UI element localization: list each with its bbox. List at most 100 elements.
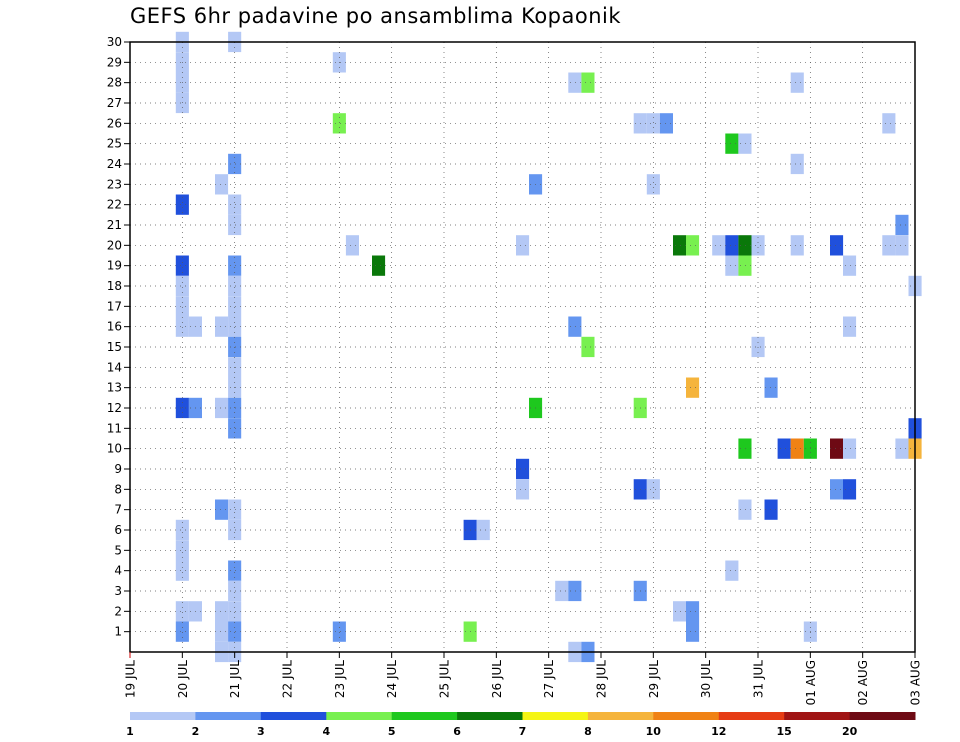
colorbar-swatch (718, 712, 785, 720)
precip-cell (516, 479, 530, 500)
precip-cell (777, 438, 791, 459)
y-tick-label: 20 (107, 238, 122, 252)
precip-cells (175, 31, 922, 663)
precip-cell (215, 601, 229, 622)
precip-cell (228, 296, 242, 317)
precip-cell (673, 601, 687, 622)
y-tick-label: 18 (107, 279, 122, 293)
precip-cell (228, 601, 242, 622)
precip-cell (228, 621, 242, 642)
precip-cell (228, 316, 242, 337)
precip-cell (790, 72, 804, 93)
precip-cell (738, 255, 752, 276)
precip-cell (228, 499, 242, 520)
precip-cell (686, 621, 700, 642)
precip-cell (228, 580, 242, 602)
y-tick-label: 19 (107, 259, 122, 273)
precip-cell (228, 336, 242, 358)
colorbar-label: 6 (453, 725, 461, 738)
colorbar-label: 10 (646, 725, 662, 738)
precip-cell (790, 438, 804, 459)
precip-cell (790, 153, 804, 175)
precip-cell (215, 621, 229, 642)
precip-cell (228, 560, 242, 581)
y-tick-label: 3 (114, 584, 122, 598)
x-tick-label: 02 AUG (856, 660, 870, 705)
precip-cell (175, 296, 189, 317)
precip-cell (843, 255, 857, 276)
precip-cell (764, 499, 778, 520)
precip-cell (686, 235, 700, 256)
chart-title: GEFS 6hr padavine po ansamblima Kopaonik (130, 4, 622, 28)
x-tick-label: 23 JUL (333, 660, 347, 698)
x-tick-label: 29 JUL (647, 660, 661, 698)
precip-cell (738, 235, 752, 256)
x-tick-label: 25 JUL (438, 660, 452, 698)
precip-cell (215, 174, 229, 195)
y-tick-label: 8 (114, 482, 122, 496)
colorbar-label: 15 (777, 725, 792, 738)
y-tick-label: 4 (114, 564, 122, 578)
colorbar-label: 5 (388, 725, 396, 738)
precip-cell (568, 72, 582, 93)
precip-cell (175, 601, 189, 622)
precip-cell (738, 438, 752, 459)
precip-cell (175, 194, 189, 215)
precip-cell (725, 133, 739, 154)
precip-cell (581, 72, 595, 93)
y-tick-label: 22 (107, 198, 122, 212)
x-tick-label: 28 JUL (595, 660, 609, 698)
colorbar-swatch (522, 712, 589, 720)
precip-cell (790, 235, 804, 256)
colorbar-swatch (130, 712, 196, 720)
precip-cell (476, 519, 490, 541)
precip-cell (830, 438, 844, 459)
plot-frame (129, 41, 916, 653)
precip-cell (228, 255, 242, 276)
colorbar-swatch (391, 712, 458, 720)
precip-cell (895, 214, 909, 236)
precip-cell (764, 377, 778, 398)
precip-cell (332, 621, 346, 642)
x-tick-label: 03 AUG (909, 660, 923, 705)
precip-cell (175, 519, 189, 541)
x-tick-label: 27 JUL (542, 660, 556, 698)
precip-cell (175, 316, 189, 337)
precip-cell (568, 580, 582, 602)
x-tick-label: 22 JUL (281, 660, 295, 698)
y-tick-label: 21 (107, 218, 122, 232)
precip-cell (712, 235, 726, 256)
precip-cell (646, 174, 660, 195)
precip-cell (175, 621, 189, 642)
colorbar-label: 2 (192, 725, 200, 738)
precip-cell (175, 275, 189, 297)
colorbar-swatch (849, 712, 916, 720)
precip-cell (843, 479, 857, 500)
precip-cell (738, 133, 752, 154)
precip-cell (228, 153, 242, 175)
colorbar-label: 8 (584, 725, 592, 738)
precip-cell (345, 235, 359, 256)
x-tick-label: 30 JUL (699, 660, 713, 698)
colorbar: 1 2 3 4 5 6 7 8 10 12 15 20 (126, 712, 916, 738)
y-tick-label: 2 (114, 604, 122, 618)
y-tick-label: 11 (107, 421, 122, 435)
precip-cell (843, 438, 857, 459)
colorbar-swatch (587, 712, 654, 720)
colorbar-label: 4 (322, 725, 330, 738)
x-axis: 19 JUL 20 JUL 21 JUL 22 JUL 23 JUL 24 JUL 25 J… (124, 652, 923, 705)
precip-cell (175, 560, 189, 581)
y-tick-label: 24 (107, 157, 122, 171)
y-tick-label: 12 (107, 401, 122, 415)
colorbar-swatch (457, 712, 523, 720)
precip-cell (228, 519, 242, 541)
colorbar-swatch (653, 712, 720, 720)
precip-cell (673, 235, 687, 256)
colorbar-label: 12 (711, 725, 726, 738)
precip-cell (175, 540, 189, 561)
colorbar-label: 20 (842, 725, 858, 738)
precip-cell (659, 113, 673, 134)
precip-cell (830, 479, 844, 500)
y-tick-label: 7 (114, 503, 122, 517)
